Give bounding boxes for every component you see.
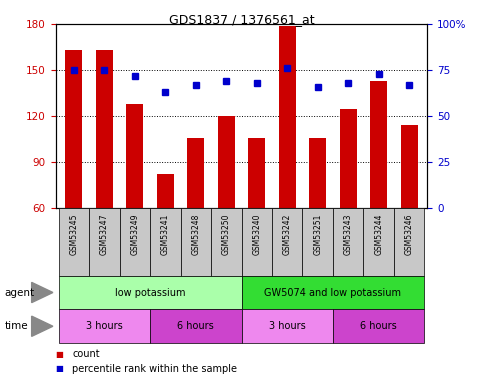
Text: GSM53249: GSM53249 xyxy=(130,213,139,255)
Text: GSM53243: GSM53243 xyxy=(344,213,353,255)
Bar xyxy=(127,104,143,208)
Bar xyxy=(309,138,326,208)
Text: low potassium: low potassium xyxy=(115,288,185,297)
Bar xyxy=(218,116,235,208)
Text: 6 hours: 6 hours xyxy=(360,321,397,331)
Text: GSM53241: GSM53241 xyxy=(161,213,170,255)
Text: GSM53246: GSM53246 xyxy=(405,213,413,255)
Bar xyxy=(302,208,333,276)
Bar xyxy=(58,276,242,309)
Text: GSM53244: GSM53244 xyxy=(374,213,383,255)
Text: ■: ■ xyxy=(56,350,63,359)
Text: GSM53250: GSM53250 xyxy=(222,213,231,255)
Bar xyxy=(58,309,150,343)
Text: 3 hours: 3 hours xyxy=(86,321,123,331)
Bar xyxy=(242,276,425,309)
Bar xyxy=(272,208,302,276)
Bar xyxy=(333,208,363,276)
Text: GSM53247: GSM53247 xyxy=(100,213,109,255)
Bar xyxy=(58,208,89,276)
Bar xyxy=(248,138,265,208)
Text: GSM53242: GSM53242 xyxy=(283,213,292,255)
Text: 3 hours: 3 hours xyxy=(269,321,306,331)
Bar xyxy=(370,81,387,208)
Text: percentile rank within the sample: percentile rank within the sample xyxy=(72,364,238,374)
Polygon shape xyxy=(32,282,53,303)
Bar xyxy=(157,174,174,208)
Bar xyxy=(89,208,120,276)
Text: agent: agent xyxy=(5,288,35,297)
Polygon shape xyxy=(32,316,53,336)
Bar xyxy=(340,109,356,208)
Bar xyxy=(394,208,425,276)
Bar xyxy=(181,208,211,276)
Bar xyxy=(150,208,181,276)
Text: GSM53240: GSM53240 xyxy=(252,213,261,255)
Bar xyxy=(187,138,204,208)
Text: GSM53245: GSM53245 xyxy=(70,213,78,255)
Text: 6 hours: 6 hours xyxy=(177,321,214,331)
Text: GSM53251: GSM53251 xyxy=(313,213,322,255)
Text: GW5074 and low potassium: GW5074 and low potassium xyxy=(265,288,401,297)
Bar xyxy=(401,125,417,208)
Bar xyxy=(242,208,272,276)
Bar xyxy=(96,50,113,208)
Text: count: count xyxy=(72,350,100,359)
Bar xyxy=(120,208,150,276)
Bar xyxy=(242,309,333,343)
Bar xyxy=(150,309,242,343)
Bar xyxy=(211,208,242,276)
Bar xyxy=(363,208,394,276)
Bar xyxy=(333,309,425,343)
Bar xyxy=(66,50,82,208)
Text: GSM53248: GSM53248 xyxy=(191,213,200,255)
Text: time: time xyxy=(5,321,28,331)
Text: GDS1837 / 1376561_at: GDS1837 / 1376561_at xyxy=(169,13,314,26)
Text: ■: ■ xyxy=(56,364,63,373)
Bar xyxy=(279,26,296,208)
